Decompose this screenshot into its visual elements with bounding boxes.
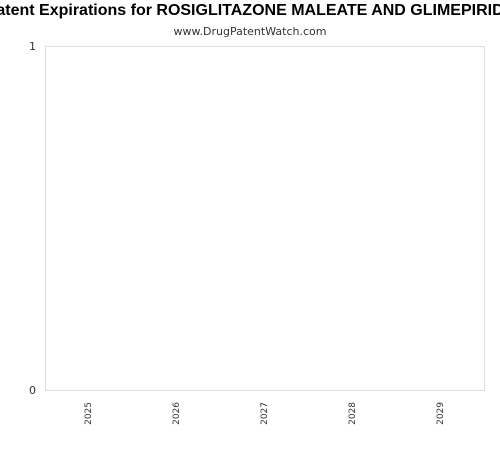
x-tick-label: 2027 xyxy=(260,402,270,425)
chart-title: Patent Expirations for ROSIGLITAZONE MAL… xyxy=(0,2,500,19)
chart-subtitle: www.DrugPatentWatch.com xyxy=(173,25,327,38)
x-axis: 2025 2026 2027 2028 2029 xyxy=(84,402,446,425)
x-tick-label: 2026 xyxy=(172,402,182,425)
y-tick-label: 1 xyxy=(29,40,36,53)
plot-area xyxy=(45,46,485,391)
x-tick-label: 2028 xyxy=(348,402,358,425)
x-tick-label: 2029 xyxy=(436,402,446,425)
x-tick-label: 2025 xyxy=(84,402,94,425)
y-axis: 01 xyxy=(29,40,36,397)
y-tick-label: 0 xyxy=(29,384,36,397)
